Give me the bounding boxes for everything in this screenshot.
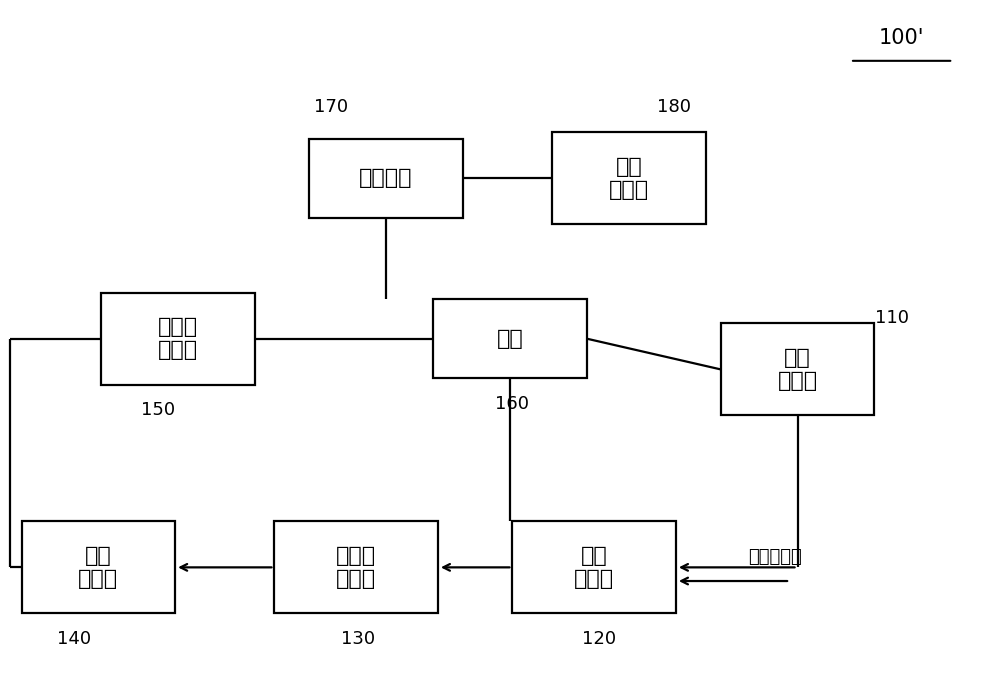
Text: 其他传感器: 其他传感器 bbox=[748, 548, 802, 566]
Text: 170: 170 bbox=[314, 97, 348, 115]
Bar bbox=[433, 299, 587, 378]
Bar bbox=[274, 521, 438, 614]
Text: 140: 140 bbox=[57, 630, 91, 648]
Text: 电流
驱动器: 电流 驱动器 bbox=[78, 546, 118, 589]
Bar bbox=[552, 132, 706, 225]
Text: 系统
控制器: 系统 控制器 bbox=[574, 546, 614, 589]
Text: 180: 180 bbox=[657, 97, 691, 115]
Text: 120: 120 bbox=[582, 630, 616, 648]
Text: 150: 150 bbox=[141, 401, 175, 419]
Bar bbox=[512, 521, 676, 614]
Text: 能量
收集器: 能量 收集器 bbox=[609, 157, 649, 200]
Bar bbox=[721, 323, 874, 415]
Text: 110: 110 bbox=[875, 309, 909, 328]
Text: 阻尼器
控制器: 阻尼器 控制器 bbox=[336, 546, 376, 589]
Bar bbox=[309, 139, 463, 218]
Text: 发电装置: 发电装置 bbox=[359, 168, 413, 188]
Text: 磁流变
阻尼器: 磁流变 阻尼器 bbox=[158, 317, 198, 360]
Text: 100': 100' bbox=[879, 28, 924, 48]
Text: 动态
传感器: 动态 传感器 bbox=[777, 348, 818, 391]
Bar bbox=[22, 521, 175, 614]
Text: 130: 130 bbox=[341, 630, 375, 648]
Bar bbox=[101, 292, 255, 385]
Text: 160: 160 bbox=[495, 395, 529, 413]
Text: 工件: 工件 bbox=[497, 329, 523, 349]
